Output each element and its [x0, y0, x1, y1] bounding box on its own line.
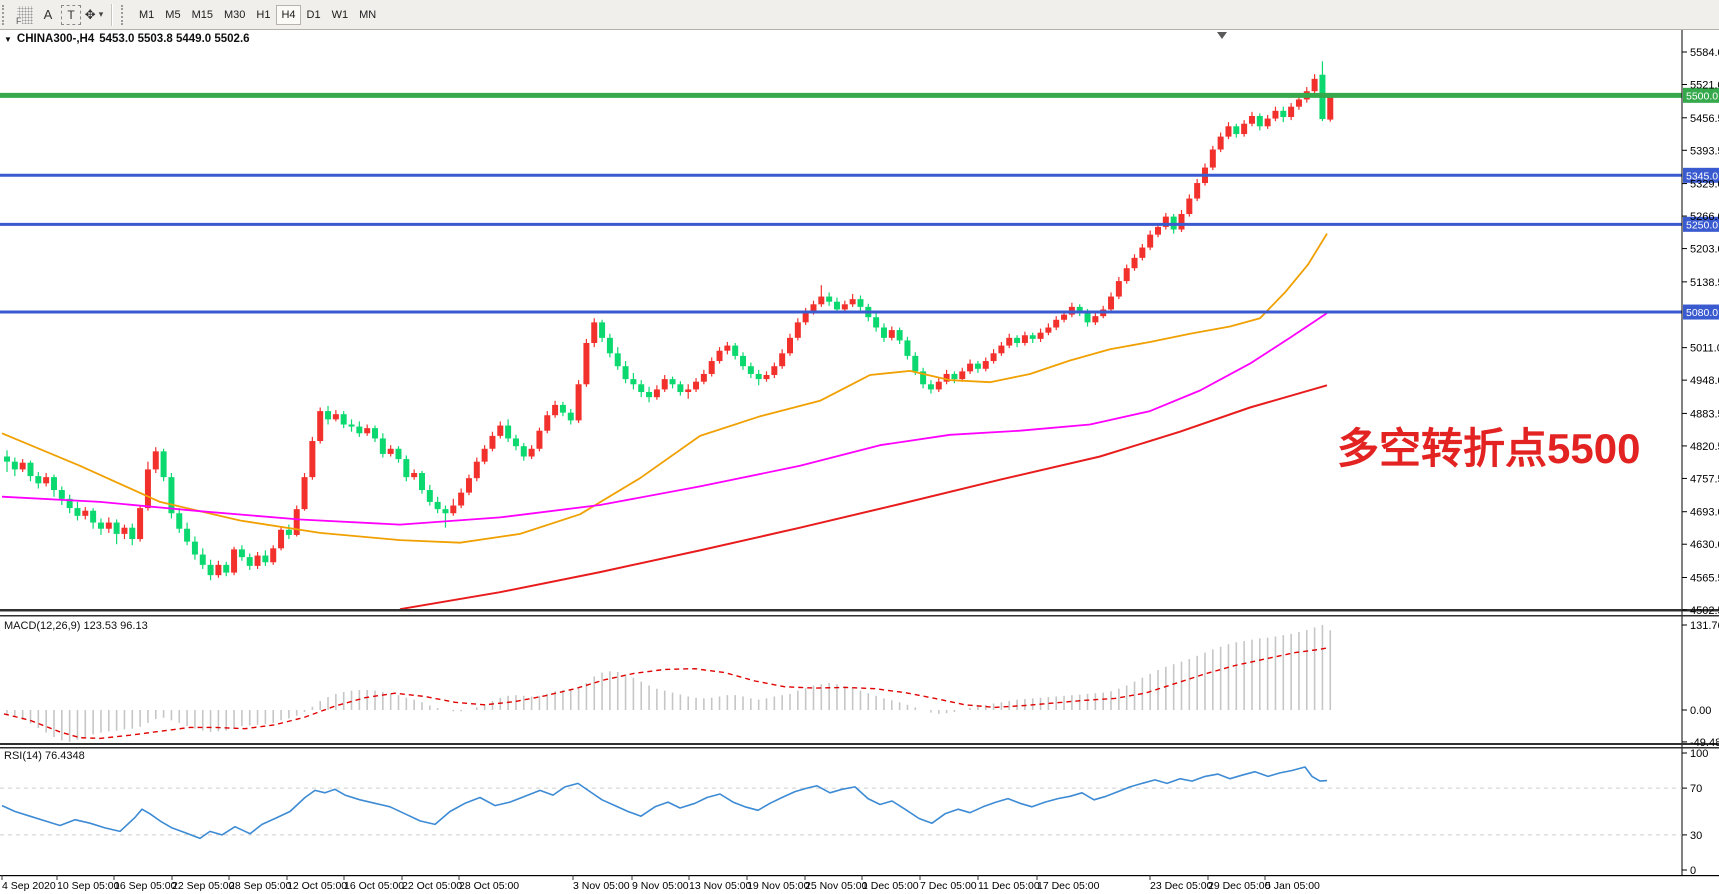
tf-button-H4[interactable]: H4: [276, 4, 301, 25]
rsi-plot[interactable]: [0, 748, 1682, 875]
symbol-name: CHINA300-,H4: [16, 33, 95, 45]
drawing-tool-group: A T ✥ ▾: [37, 4, 105, 26]
tf-button-H1[interactable]: H1: [256, 8, 271, 21]
toolbar-grip[interactable]: [2, 4, 9, 25]
tf-button-D1[interactable]: D1: [306, 8, 321, 21]
time-axis[interactable]: [0, 875, 1719, 894]
main-chart-plot[interactable]: [0, 30, 1682, 610]
price-axis[interactable]: [1682, 30, 1719, 875]
tf-button-W1[interactable]: W1: [331, 8, 349, 21]
macd-label: MACD(12,26,9) 123.53 96.13: [4, 620, 148, 632]
annotation-text[interactable]: 多空转折点5500: [1337, 425, 1641, 472]
panel-separator: [0, 743, 1719, 745]
top-toolbar: F A T ✥ ▾ M1 M5 M15 M30 H1 H4 D1 W1 MN: [0, 0, 1719, 30]
docked-tool-label: F: [16, 15, 22, 26]
rsi-label: RSI(14) 76.4348: [4, 750, 85, 762]
dropdown-arrow-icon[interactable]: ▾: [98, 9, 104, 19]
tf-button-M15[interactable]: M15: [191, 8, 213, 21]
tf-button-M1[interactable]: M1: [139, 8, 155, 21]
timeframe-grip[interactable]: [121, 4, 128, 25]
symbol-header: ▼ CHINA300-,H4 5453.0 5503.8 5449.0 5502…: [4, 33, 250, 45]
arrows-tool-button[interactable]: ✥ ▾: [84, 6, 104, 22]
symbol-dropdown-icon: ▼: [4, 34, 12, 44]
docked-tool-icon[interactable]: F: [16, 5, 33, 26]
tf-button-MN[interactable]: MN: [359, 8, 377, 21]
toolbar-separator: [111, 3, 113, 26]
text-tool-button[interactable]: A: [43, 7, 53, 22]
tf-button-M5[interactable]: M5: [165, 8, 181, 21]
tf-button-M30[interactable]: M30: [223, 8, 246, 21]
timeframe-group: M1 M5 M15 M30 H1 H4 D1 W1 MN: [134, 4, 381, 25]
symbol-ohlc-values: 5453.0 5503.8 5449.0 5502.6: [99, 33, 250, 45]
text-label-tool-button[interactable]: T: [61, 4, 81, 25]
macd-plot[interactable]: [0, 617, 1682, 743]
